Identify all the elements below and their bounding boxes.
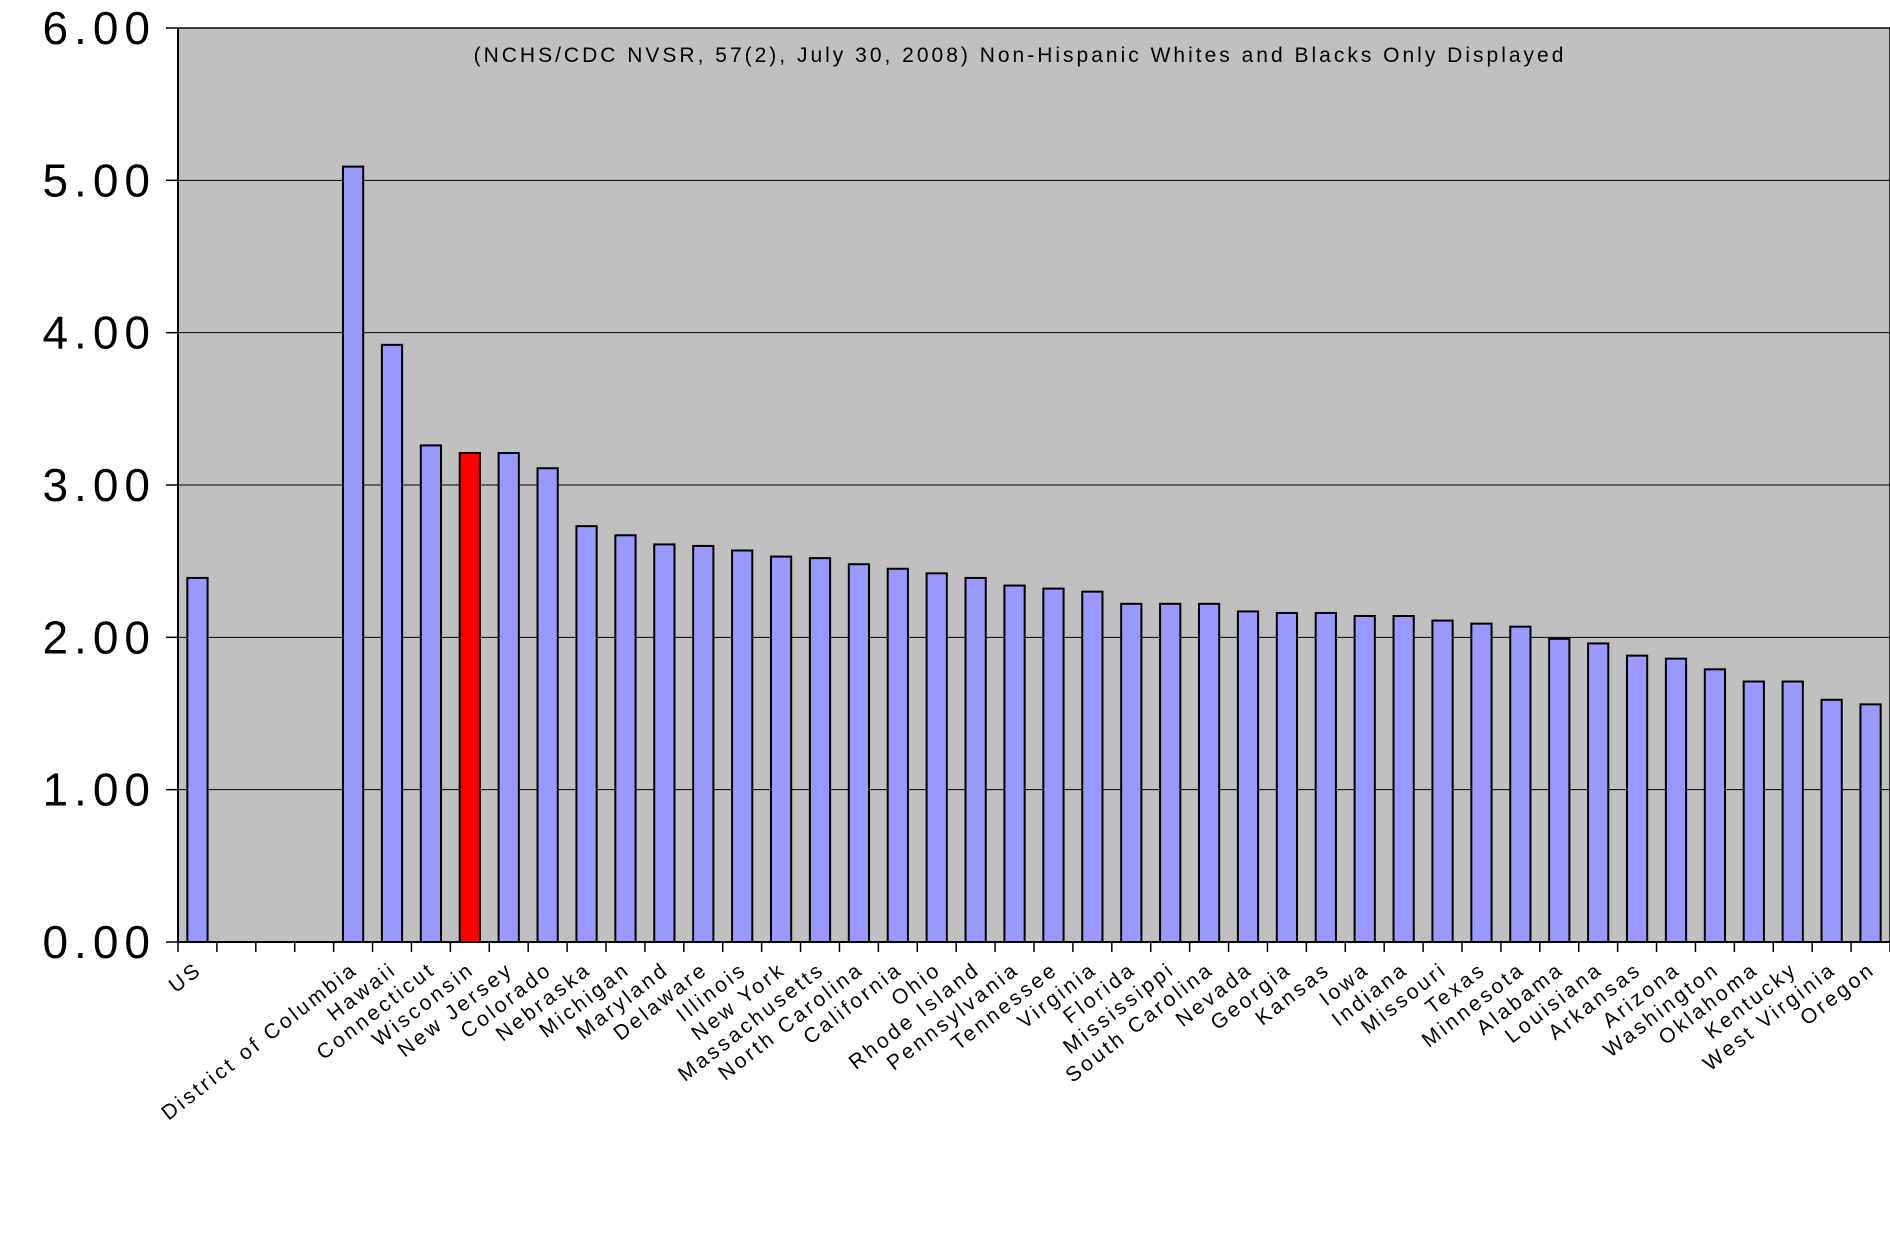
bar bbox=[1314, 611, 1337, 944]
bar bbox=[1042, 587, 1065, 943]
bar bbox=[186, 576, 209, 943]
bar bbox=[1275, 611, 1299, 944]
y-tick-label: 6.00 bbox=[42, 2, 156, 54]
bar bbox=[964, 576, 987, 943]
bar bbox=[380, 343, 404, 943]
x-tick-label: US bbox=[165, 958, 207, 998]
bar bbox=[769, 555, 793, 943]
bar bbox=[1587, 642, 1610, 944]
bar bbox=[1781, 680, 1804, 943]
bar bbox=[497, 452, 520, 943]
bar bbox=[1159, 602, 1182, 943]
bar bbox=[1742, 680, 1765, 943]
bar bbox=[1703, 668, 1727, 943]
bar bbox=[653, 543, 676, 943]
bar bbox=[614, 534, 637, 944]
bar bbox=[536, 467, 559, 943]
y-tick-label: 0.00 bbox=[42, 916, 156, 968]
bar bbox=[886, 567, 909, 943]
bars bbox=[186, 165, 1882, 944]
bar bbox=[575, 525, 598, 943]
y-tick-label: 1.00 bbox=[42, 764, 156, 816]
bar bbox=[1081, 590, 1104, 944]
bar bbox=[1820, 698, 1843, 943]
y-tick-label: 2.00 bbox=[42, 611, 156, 663]
bar bbox=[1431, 619, 1454, 943]
bar bbox=[808, 557, 832, 943]
y-tick-label: 4.00 bbox=[42, 307, 156, 359]
bar bbox=[1392, 615, 1415, 943]
bar bbox=[419, 444, 443, 943]
bar bbox=[1625, 654, 1649, 943]
bar bbox=[1120, 602, 1143, 943]
bar bbox=[1003, 584, 1026, 943]
bar bbox=[341, 165, 365, 943]
bar bbox=[1197, 602, 1221, 943]
chart-title: (NCHS/CDC NVSR, 57(2), July 30, 2008) No… bbox=[474, 44, 1567, 67]
y-tick-labels: 0.00 1.00 2.00 3.00 4.00 5.00 6.00 bbox=[42, 2, 156, 968]
bar bbox=[925, 572, 948, 943]
bar bbox=[458, 452, 481, 943]
bar bbox=[847, 563, 871, 943]
bar bbox=[1509, 625, 1532, 943]
bar bbox=[1236, 610, 1260, 943]
bar bbox=[1470, 622, 1493, 944]
bar bbox=[1859, 703, 1882, 943]
y-tick-label: 3.00 bbox=[42, 459, 156, 511]
y-tick-label: 5.00 bbox=[42, 154, 156, 206]
bar bbox=[1353, 615, 1376, 943]
bar bbox=[692, 544, 715, 944]
bar bbox=[731, 549, 754, 944]
axes bbox=[177, 28, 1890, 952]
bar bbox=[1664, 657, 1688, 943]
bar bbox=[1548, 637, 1571, 944]
